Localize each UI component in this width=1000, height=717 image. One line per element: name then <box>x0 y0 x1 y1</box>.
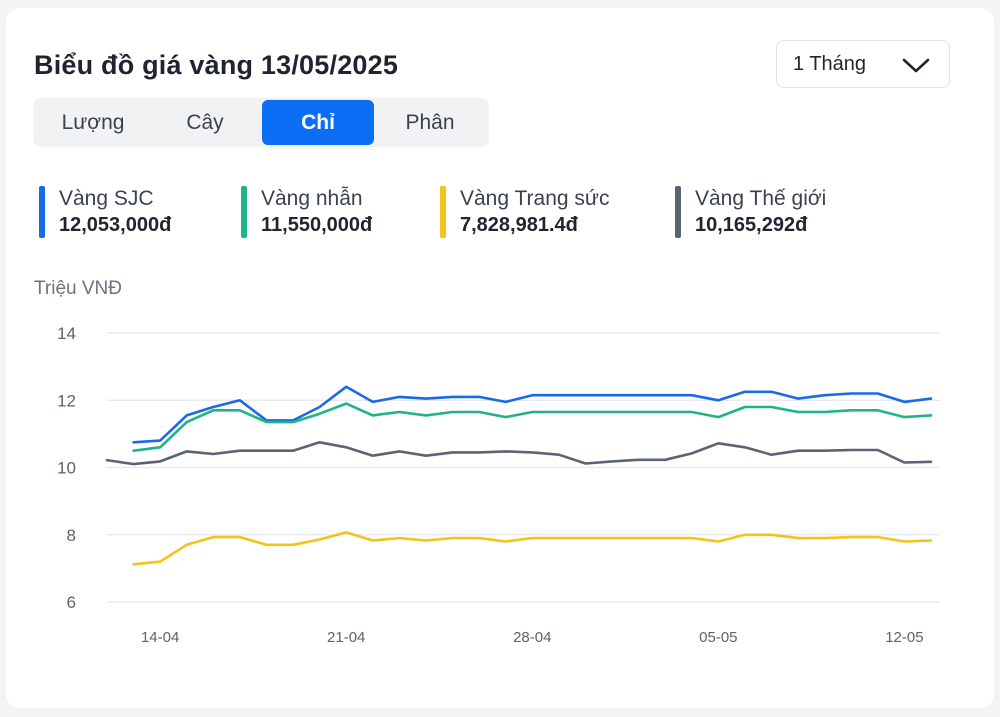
legend-item-sjc: Vàng SJC 12,053,000đ <box>39 186 171 240</box>
legend-color-bar <box>440 186 446 238</box>
x-tick-label: 12-05 <box>885 629 923 646</box>
y-tick-label: 6 <box>67 593 76 612</box>
y-tick-label: 14 <box>57 324 76 343</box>
legend-color-bar <box>39 186 45 238</box>
x-tick-label: 05-05 <box>699 629 737 646</box>
tab-phan[interactable]: Phân <box>405 111 455 134</box>
x-tick-label: 28-04 <box>513 629 551 646</box>
legend-name: Vàng SJC <box>59 187 154 210</box>
legend-value: 12,053,000đ <box>59 214 172 236</box>
tab-luong[interactable]: Lượng <box>61 111 125 134</box>
unit-tabs: Lượng Cây Chỉ Phân <box>33 98 489 147</box>
series-line <box>105 440 933 466</box>
legend-item-the-gioi: Vàng Thế giới 10,165,292đ <box>675 186 826 240</box>
legend-name: Vàng Trang sức <box>460 187 610 210</box>
x-tick-label: 14-04 <box>141 629 179 646</box>
legend-color-bar <box>675 186 681 238</box>
chevron-down-icon <box>902 58 930 73</box>
legend-value: 11,550,000đ <box>261 214 373 236</box>
period-dropdown[interactable]: 1 Tháng <box>776 40 950 88</box>
y-tick-label: 8 <box>67 526 76 545</box>
legend-value: 7,828,981.4đ <box>460 214 578 236</box>
legend-name: Vàng nhẫn <box>261 187 363 210</box>
legend-item-trang-suc: Vàng Trang sức 7,828,981.4đ <box>440 186 609 240</box>
series-line <box>132 531 933 566</box>
tab-chi[interactable]: Chỉ <box>262 100 374 145</box>
series-line <box>132 402 933 453</box>
page-title: Biểu đồ giá vàng 13/05/2025 <box>34 50 399 80</box>
tab-cay[interactable]: Cây <box>186 111 224 134</box>
legend-item-nhan: Vàng nhẫn 11,550,000đ <box>241 186 372 240</box>
x-tick-label: 21-04 <box>327 629 365 646</box>
series-line <box>132 385 933 444</box>
legend-name: Vàng Thế giới <box>695 187 827 210</box>
y-tick-label: 12 <box>57 391 76 410</box>
y-axis-label: Triệu VNĐ <box>34 278 122 299</box>
legend-value: 10,165,292đ <box>695 214 808 236</box>
period-selected-value: 1 Tháng <box>793 53 867 75</box>
y-tick-label: 10 <box>57 459 76 478</box>
legend-color-bar <box>241 186 247 238</box>
